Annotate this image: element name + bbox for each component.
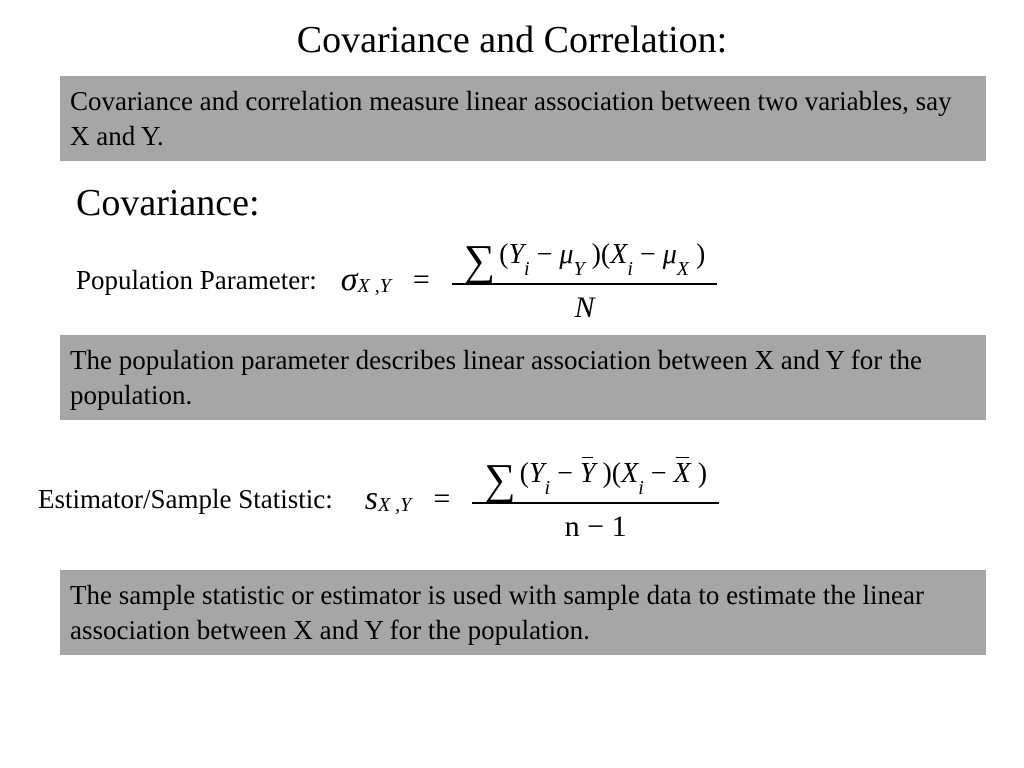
population-label: Population Parameter: — [76, 265, 317, 296]
slide: Covariance and Correlation: Covariance a… — [0, 0, 1024, 768]
estimator-fraction: ∑ (Yi − Y )(Xi − X ) n − 1 — [472, 454, 719, 544]
population-denominator: N — [575, 285, 595, 325]
s-subscript: X ,Y — [378, 494, 411, 517]
population-box: The population parameter describes linea… — [60, 335, 986, 420]
slide-title: Covariance and Correlation: — [32, 18, 992, 62]
population-fraction: ∑ (Yi − μY )(Xi − μX ) N — [452, 235, 718, 325]
population-equation: σ X ,Y = ∑ (Yi − μY )(Xi − μX ) N — [341, 235, 718, 325]
equals-sign-2: = — [433, 482, 450, 516]
population-num-body: (Yi − μY )(Xi − μX ) — [499, 239, 705, 276]
estimator-label: Estimator/Sample Statistic: — [38, 484, 333, 515]
estimator-box: The sample statistic or estimator is use… — [60, 570, 986, 655]
intro-box: Covariance and correlation measure linea… — [60, 76, 986, 161]
sigma-subscript: X ,Y — [357, 275, 390, 298]
population-numerator: ∑ (Yi − μY )(Xi − μX ) — [452, 235, 718, 285]
estimator-num-body: (Yi − Y )(Xi − X ) — [520, 458, 707, 495]
summation-icon-2: ∑ — [484, 458, 515, 502]
s-symbol: s — [365, 480, 378, 518]
estimator-formula-row: Estimator/Sample Statistic: s X ,Y = ∑ (… — [32, 454, 992, 544]
population-formula-row: Population Parameter: σ X ,Y = ∑ (Yi − μ… — [32, 235, 992, 325]
estimator-numerator: ∑ (Yi − Y )(Xi − X ) — [472, 454, 719, 504]
sigma-symbol: σ — [341, 261, 358, 299]
equals-sign: = — [413, 263, 430, 297]
estimator-equation: s X ,Y = ∑ (Yi − Y )(Xi − X ) n − 1 — [365, 454, 719, 544]
estimator-denominator: n − 1 — [565, 504, 627, 544]
summation-icon: ∑ — [464, 239, 495, 283]
covariance-heading: Covariance: — [76, 181, 992, 225]
